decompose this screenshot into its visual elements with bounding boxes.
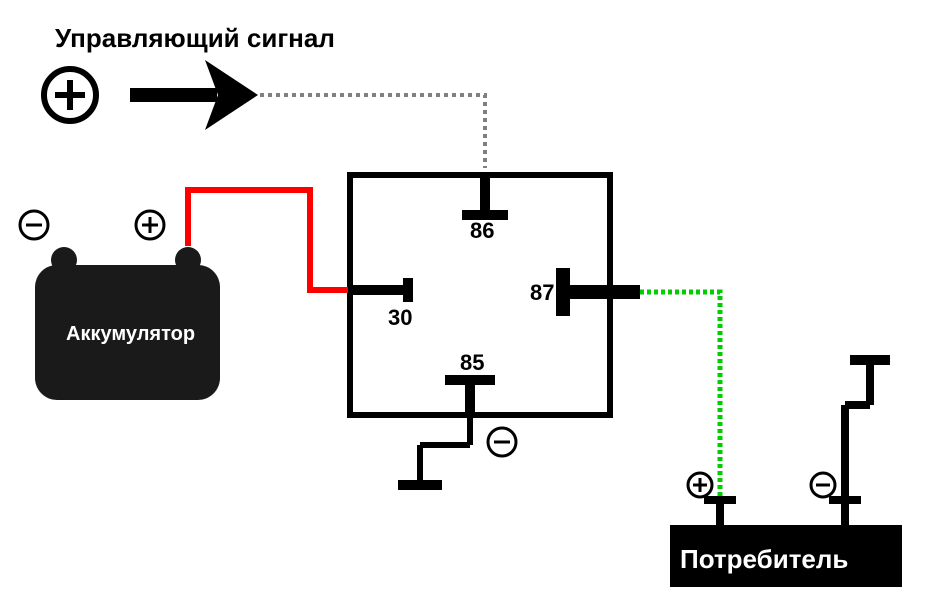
load-neg-ground: [845, 360, 890, 500]
pin-86-label: 86: [470, 218, 494, 243]
load-pos-symbol: [688, 473, 712, 497]
load-block: Потребитель: [670, 500, 902, 587]
big-plus-symbol: [44, 69, 96, 121]
relay-pin-85: [445, 380, 495, 415]
battery-neg-symbol: [20, 211, 48, 239]
battery: Аккумулятор: [35, 247, 220, 400]
battery-label: Аккумулятор: [66, 323, 195, 345]
pin-87-label: 87: [530, 280, 554, 305]
relay-pin-87: [563, 268, 640, 316]
wire-signal: [260, 95, 485, 168]
battery-pos-symbol: [136, 211, 164, 239]
relay-85-ground: [398, 415, 470, 485]
signal-arrow-icon: [130, 60, 258, 130]
pin-85-label: 85: [460, 350, 484, 375]
load-label: Потребитель: [680, 544, 848, 574]
minus-circle-85: [488, 428, 516, 456]
wire-87-to-load: [640, 292, 720, 498]
signal-title: Управляющий сигнал: [55, 23, 335, 53]
pin-30-label: 30: [388, 305, 412, 330]
relay-pin-86: [462, 175, 508, 215]
relay-diagram: Управляющий сигнал 86 30 87 85: [0, 0, 931, 616]
load-neg-symbol: [811, 473, 835, 497]
relay-pin-30: [350, 278, 408, 302]
